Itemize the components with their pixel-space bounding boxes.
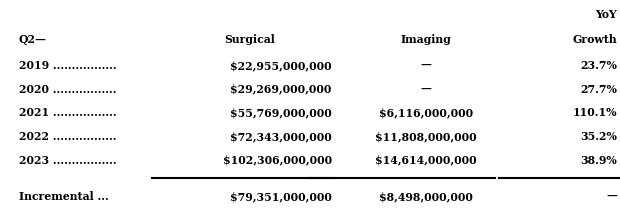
Text: —: — (421, 84, 432, 94)
Text: 2022 .................: 2022 ................. (19, 131, 116, 142)
Text: $11,808,000,000: $11,808,000,000 (376, 131, 477, 142)
Text: 110.1%: 110.1% (572, 107, 617, 118)
Text: Surgical: Surgical (224, 34, 275, 45)
Text: YoY: YoY (595, 9, 617, 20)
Text: $22,955,000,000: $22,955,000,000 (230, 60, 332, 71)
Text: 2023 .................: 2023 ................. (19, 155, 116, 166)
Text: Growth: Growth (572, 34, 617, 45)
Text: $72,343,000,000: $72,343,000,000 (230, 131, 332, 142)
Text: 35.2%: 35.2% (580, 131, 617, 142)
Text: $8,498,000,000: $8,498,000,000 (379, 191, 473, 202)
Text: 23.7%: 23.7% (580, 60, 617, 71)
Text: —: — (606, 191, 617, 202)
Text: $79,351,000,000: $79,351,000,000 (230, 191, 332, 202)
Text: 38.9%: 38.9% (580, 155, 617, 166)
Text: $6,116,000,000: $6,116,000,000 (379, 107, 473, 118)
Text: Imaging: Imaging (401, 34, 451, 45)
Text: 2019 .................: 2019 ................. (19, 60, 116, 71)
Text: $55,769,000,000: $55,769,000,000 (230, 107, 332, 118)
Text: $29,269,000,000: $29,269,000,000 (230, 84, 332, 94)
Text: 2020 .................: 2020 ................. (19, 84, 116, 94)
Text: $14,614,000,000: $14,614,000,000 (376, 155, 477, 166)
Text: 27.7%: 27.7% (580, 84, 617, 94)
Text: Q2—: Q2— (19, 34, 46, 45)
Text: —: — (421, 60, 432, 71)
Text: 2021 .................: 2021 ................. (19, 107, 116, 118)
Text: Incremental ...: Incremental ... (19, 191, 108, 202)
Text: $102,306,000,000: $102,306,000,000 (223, 155, 332, 166)
